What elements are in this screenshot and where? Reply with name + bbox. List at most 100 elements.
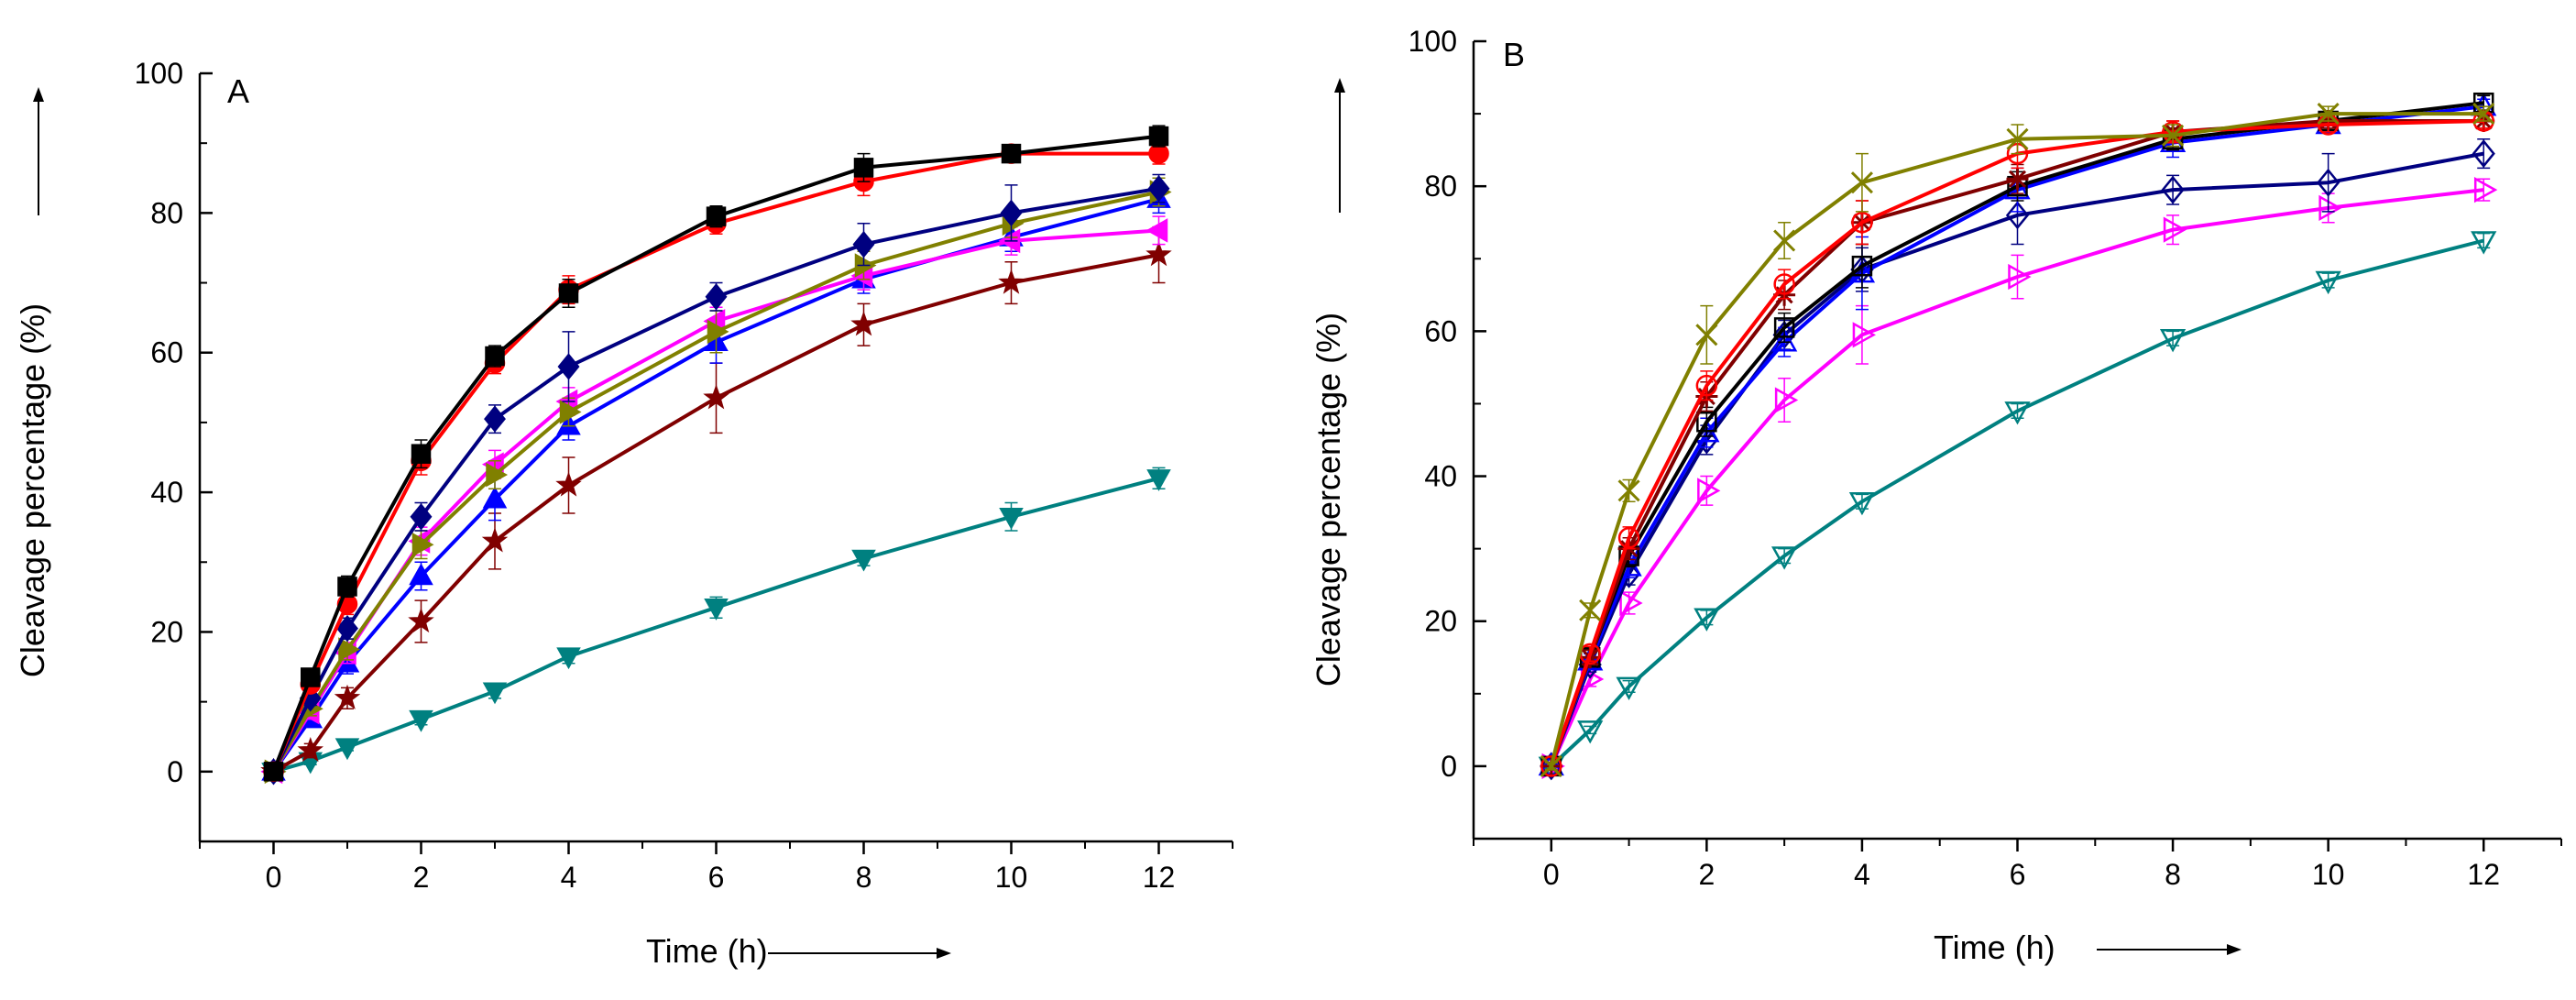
panel-a-series-down-triangle [261, 467, 1171, 785]
panel-a-y-tick-label: 80 [150, 196, 183, 229]
panel-b-data-point [1695, 374, 1718, 397]
chart-panel-b: B Cleavage percentage (%) Time (h) 02040… [1310, 25, 2562, 966]
panel-a-x-tick-label: 6 [708, 861, 725, 894]
panel-b-data-point [2008, 263, 2032, 291]
panel-a-series-line [272, 253, 1159, 774]
panel-a-data-point [853, 158, 874, 178]
panel-a-data-point [705, 283, 728, 311]
panel-a-x-tick-label: 12 [1143, 861, 1176, 894]
panel-b-data-point [1540, 752, 1563, 781]
panel-b-data-point [1848, 491, 1876, 516]
panel-a-data-point [1146, 469, 1171, 491]
panel-b-y-tick-label: 80 [1424, 170, 1457, 203]
panel-b-y-axis-title: Cleavage percentage (%) [1310, 313, 1347, 687]
panel-a-data-point [557, 353, 580, 380]
panel-a-x-tick-label: 8 [856, 861, 872, 894]
panel-a-data-point [336, 614, 358, 643]
panel-b-data-point [2163, 216, 2187, 243]
panel-a-data-point [850, 311, 877, 336]
panel-a-data-point [334, 684, 361, 709]
panel-a-data-point [263, 762, 284, 782]
panel-a-data-point [559, 400, 582, 424]
panel-a-series-right-triangle [264, 177, 1172, 785]
panel-a-data-point [851, 549, 876, 572]
panel-a-y-tick-label: 100 [135, 57, 183, 90]
panel-a-data-point [411, 444, 432, 464]
panel-b-data-point [2005, 201, 2030, 230]
panel-a-y-tick-label: 0 [167, 755, 183, 788]
panel-a-data-point [297, 737, 324, 763]
panel-b-data-point [1852, 322, 1876, 348]
panel-a-data-point [1147, 175, 1170, 203]
panel-b-x-tick-label: 4 [1854, 858, 1870, 891]
panel-b-series-line [1549, 112, 2484, 767]
panel-b-data-point [1774, 387, 1799, 413]
panel-b-data-point [1773, 273, 1795, 295]
panel-a-data-point [556, 647, 581, 670]
panel-a-data-point [999, 508, 1024, 530]
panel-b-data-point [1773, 229, 1796, 252]
panel-b-data-point [2317, 168, 2340, 197]
panel-a-data-point [481, 527, 509, 553]
panel-a-data-point [485, 346, 505, 367]
panel-b-plot-area: 0 20 40 60 80 100 0 2 4 6 8 10 12 [1409, 25, 2562, 891]
panel-b-data-point [2472, 103, 2495, 126]
panel-b-y-tick-label: 40 [1424, 460, 1457, 493]
panel-b-data-point [1851, 211, 1873, 234]
panel-b-x-tick-label: 6 [2010, 858, 2026, 891]
panel-a-data-point [704, 599, 729, 621]
panel-b-data-point [1771, 328, 1798, 352]
panel-b-data-point [1850, 171, 1873, 194]
panel-b-data-point [1617, 479, 1640, 502]
panel-b-series-line [1550, 238, 2484, 768]
panel-a-series-line [271, 134, 1159, 773]
panel-b-data-point [1697, 478, 1721, 504]
panel-a-series-line [271, 190, 1159, 773]
panel-b-x-tick-label: 0 [1543, 858, 1560, 891]
panel-b-series-x-mark [1540, 103, 2495, 777]
panel-b-data-point [2162, 124, 2185, 147]
panel-a-data-point [555, 471, 582, 497]
panel-b-data-point [1695, 324, 1718, 346]
panel-a-x-tick-label: 4 [561, 861, 577, 894]
panel-b-series-line [1549, 151, 2484, 767]
panel-a-data-point [1145, 241, 1172, 267]
panel-b-series-line [1549, 104, 2484, 767]
panel-b-data-point [1579, 599, 1602, 621]
panel-b-data-point [2471, 231, 2497, 255]
panel-a-y-axis-title: Cleavage percentage (%) [14, 303, 51, 677]
panel-b-data-point [1694, 608, 1720, 632]
panel-b-data-point [1696, 411, 1717, 433]
panel-b-data-point [1773, 317, 1795, 338]
panel-b-data-point [1577, 647, 1604, 671]
panel-b-label: B [1503, 36, 1525, 73]
panel-a-data-point [1148, 126, 1169, 147]
panel-b-data-point [2473, 177, 2498, 203]
panel-a-data-point [703, 384, 729, 410]
panel-b-data-point [1616, 676, 1642, 700]
panel-b-data-point [2472, 139, 2495, 169]
panel-a-data-point [338, 637, 361, 662]
panel-a-series-square [263, 125, 1169, 782]
panel-b-x-tick-label: 2 [1698, 858, 1715, 891]
panel-a-data-point [998, 269, 1025, 294]
panel-b-series-down-triangle-open [1538, 231, 2497, 780]
panel-a-x-axis-title: Time (h) [646, 932, 768, 970]
panel-b-data-point [1619, 589, 1643, 617]
panel-b-y-tick-label: 100 [1409, 25, 1457, 58]
panel-a-data-point [337, 577, 357, 597]
panel-a-series-line [271, 186, 1159, 773]
panel-a-data-point [409, 563, 433, 586]
panel-a-data-point [482, 486, 508, 509]
panel-a-data-point [409, 709, 433, 732]
panel-b-data-point [2004, 401, 2031, 425]
panel-a-data-point [707, 319, 729, 345]
panel-b-data-point [1851, 255, 1873, 277]
panel-a-data-point [484, 405, 506, 433]
panel-b-x-tick-label: 8 [2165, 858, 2181, 891]
panel-b-x-tick-label: 10 [2312, 858, 2345, 891]
panel-b-x-tick-label: 12 [2467, 858, 2500, 891]
panel-b-series-square-open [1540, 92, 2494, 777]
panel-b-data-point [1540, 754, 1562, 777]
panel-b-series-right-triangle-open [1541, 177, 2498, 780]
